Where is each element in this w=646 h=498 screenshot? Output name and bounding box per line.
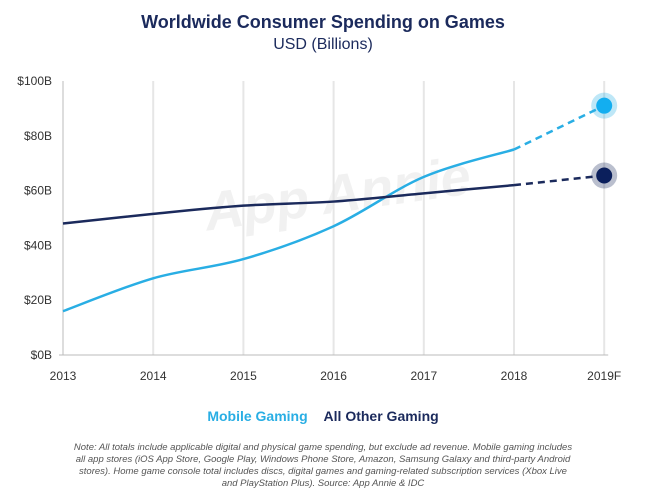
y-tick-label: $100B [17, 74, 52, 88]
x-tick-label: 2017 [410, 369, 437, 383]
forecast-marker-all-other-gaming [596, 167, 613, 184]
series-forecast-all-other-gaming [513, 174, 605, 187]
legend-mobile-gaming: Mobile Gaming [207, 408, 308, 424]
series-forecast-mobile-gaming [513, 104, 605, 151]
x-tick-label: 2016 [320, 369, 347, 383]
y-tick-label: $20B [24, 293, 52, 307]
series-line-mobile-gaming [62, 148, 515, 313]
x-tick-label: 2019F [587, 369, 621, 383]
chart-title: Worldwide Consumer Spending on Games [141, 12, 505, 32]
series-line-all-other-gaming [62, 183, 515, 225]
y-tick-label: $40B [24, 238, 52, 252]
line-chart: App Annie $0B $20B $40B $60B $80B $100B 2013 201… [17, 74, 621, 383]
chart-legend: Mobile Gaming All Other Gaming [0, 408, 646, 424]
legend-all-other-gaming: All Other Gaming [323, 408, 439, 424]
forecast-marker-mobile-gaming [596, 97, 613, 114]
x-tick-label: 2014 [140, 369, 167, 383]
watermark: App Annie [199, 146, 475, 243]
chart-subtitle: USD (Billions) [273, 36, 373, 53]
y-tick-label: $80B [24, 129, 52, 143]
footnote: Note: All totals include applicable digi… [73, 442, 573, 489]
y-tick-label: $0B [31, 348, 52, 362]
x-tick-label: 2018 [501, 369, 528, 383]
x-tick-label: 2015 [230, 369, 257, 383]
x-tick-label: 2013 [50, 369, 77, 383]
y-tick-label: $60B [24, 184, 52, 198]
